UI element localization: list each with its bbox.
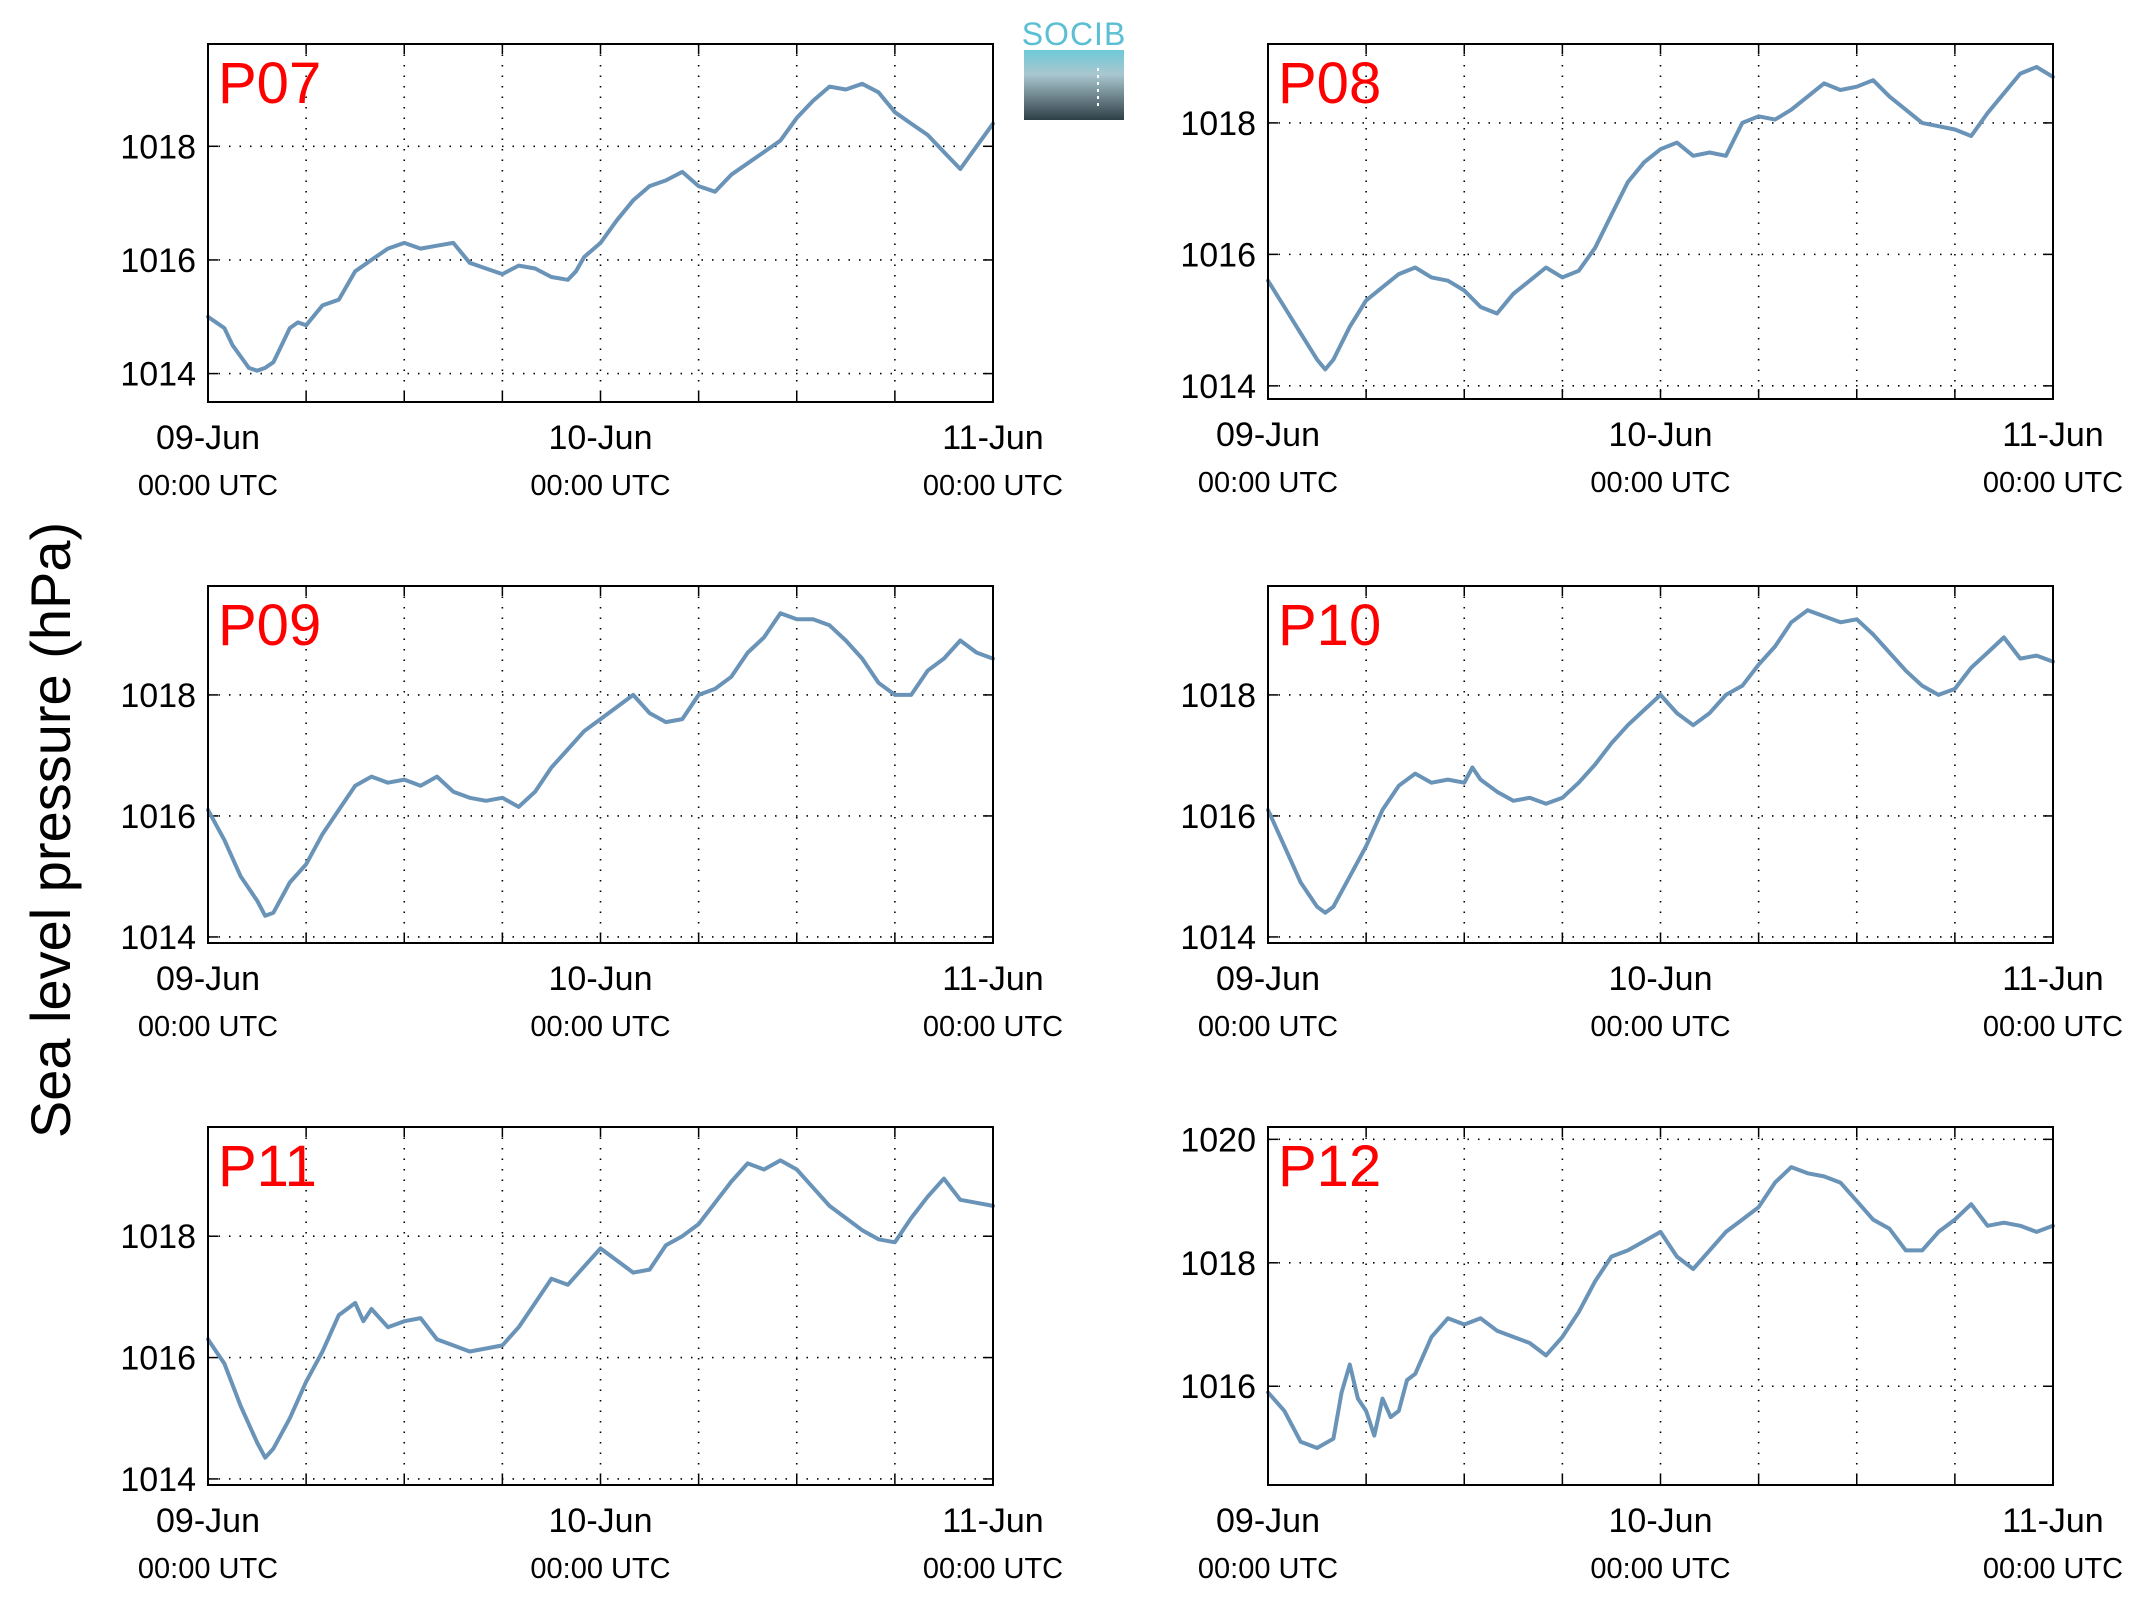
series-line xyxy=(206,611,995,918)
panel-p10: 1014 1016 1018 09-Jun 00:00 UTC 10-Jun 00:00 U… xyxy=(1180,585,2123,1043)
x-tick-label: 10-Jun xyxy=(1609,960,1713,998)
x-tick-sublabel: 00:00 UTC xyxy=(1983,1011,2123,1043)
x-tick-sublabel: 00:00 UTC xyxy=(1590,467,1730,499)
y-tick-label: 1018 xyxy=(120,128,196,166)
y-tick-label: 1018 xyxy=(1180,105,1256,143)
x-tick-label: 09-Jun xyxy=(1216,960,1320,998)
x-tick-label: 10-Jun xyxy=(549,419,653,457)
x-tick-label: 09-Jun xyxy=(156,960,260,998)
series-line xyxy=(1266,608,2055,915)
y-tick-label: 1016 xyxy=(120,242,196,280)
axes-frame xyxy=(207,43,994,403)
series-line xyxy=(1266,65,2055,372)
x-tick-sublabel: 00:00 UTC xyxy=(138,1011,278,1043)
x-tick-label: 11-Jun xyxy=(2002,416,2103,454)
panel-title: P07 xyxy=(218,51,321,116)
y-tick-label: 1016 xyxy=(1180,1368,1256,1406)
y-tick-label: 1018 xyxy=(1180,1245,1256,1283)
x-tick-sublabel: 00:00 UTC xyxy=(138,470,278,502)
axes-frame xyxy=(207,1126,994,1486)
panel-title: P10 xyxy=(1278,593,1381,658)
panel-title: P12 xyxy=(1278,1134,1381,1199)
x-tick-label: 11-Jun xyxy=(942,960,1043,998)
series-line xyxy=(206,1158,995,1460)
panel-p09: 1014 1016 1018 09-Jun 00:00 UTC 10-Jun 00:00 U… xyxy=(120,585,1063,1043)
axes-frame xyxy=(1267,1126,2054,1486)
x-tick-label: 10-Jun xyxy=(549,1502,653,1540)
panel-p07: 1014 1016 1018 09-Jun 00:00 UTC 10-Jun 00:00 U… xyxy=(120,43,1063,502)
axes-frame xyxy=(1267,585,2054,944)
x-tick-label: 09-Jun xyxy=(1216,1502,1320,1540)
y-tick-label: 1016 xyxy=(1180,236,1256,274)
y-tick-label: 1020 xyxy=(1180,1121,1256,1159)
x-tick-sublabel: 00:00 UTC xyxy=(1198,467,1338,499)
y-tick-label: 1014 xyxy=(1180,368,1256,406)
y-tick-label: 1014 xyxy=(120,1461,196,1499)
x-tick-sublabel: 00:00 UTC xyxy=(138,1553,278,1585)
socib-logo-text: SOCIB xyxy=(1022,16,1127,52)
x-tick-sublabel: 00:00 UTC xyxy=(530,1011,670,1043)
panel-p12: 1016 1018 1020 09-Jun 00:00 UTC 10-Jun 00:00 U… xyxy=(1180,1121,2123,1585)
panel-p11: 1014 1016 1018 09-Jun 00:00 UTC 10-Jun 00:00 U… xyxy=(120,1126,1063,1585)
y-tick-label: 1016 xyxy=(120,798,196,836)
series-line xyxy=(206,81,995,373)
y-tick-label: 1014 xyxy=(120,919,196,957)
x-tick-label: 10-Jun xyxy=(1609,416,1713,454)
series-line xyxy=(1266,1165,2055,1450)
x-tick-sublabel: 00:00 UTC xyxy=(1590,1011,1730,1043)
y-tick-label: 1016 xyxy=(120,1340,196,1378)
panel-title: P08 xyxy=(1278,51,1381,116)
y-tick-label: 1018 xyxy=(120,1218,196,1256)
y-tick-label: 1014 xyxy=(1180,919,1256,957)
x-tick-label: 11-Jun xyxy=(942,419,1043,457)
x-tick-label: 11-Jun xyxy=(2002,960,2103,998)
axes-frame xyxy=(1267,43,2054,400)
x-tick-sublabel: 00:00 UTC xyxy=(923,1553,1063,1585)
y-tick-label: 1018 xyxy=(120,677,196,715)
x-tick-sublabel: 00:00 UTC xyxy=(1983,1553,2123,1585)
x-tick-label: 11-Jun xyxy=(942,1502,1043,1540)
socib-logo: SOCIB xyxy=(1022,16,1127,120)
y-tick-label: 1014 xyxy=(120,356,196,394)
x-tick-sublabel: 00:00 UTC xyxy=(1590,1553,1730,1585)
x-tick-label: 09-Jun xyxy=(1216,416,1320,454)
panel-title: P11 xyxy=(218,1134,317,1199)
x-tick-sublabel: 00:00 UTC xyxy=(1198,1553,1338,1585)
x-tick-sublabel: 00:00 UTC xyxy=(530,470,670,502)
y-tick-label: 1018 xyxy=(1180,677,1256,715)
x-tick-sublabel: 00:00 UTC xyxy=(923,470,1063,502)
x-tick-label: 11-Jun xyxy=(2002,1502,2103,1540)
y-tick-label: 1016 xyxy=(1180,798,1256,836)
panel-title: P09 xyxy=(218,593,321,658)
x-tick-label: 09-Jun xyxy=(156,419,260,457)
axes-frame xyxy=(207,585,994,944)
x-tick-sublabel: 00:00 UTC xyxy=(1983,467,2123,499)
x-tick-label: 10-Jun xyxy=(549,960,653,998)
panel-p08: 1014 1016 1018 09-Jun 00:00 UTC 10-Jun 00:00 U… xyxy=(1180,43,2123,499)
x-tick-sublabel: 00:00 UTC xyxy=(923,1011,1063,1043)
y-axis-label: Sea level pressure (hPa) xyxy=(19,522,82,1138)
x-tick-sublabel: 00:00 UTC xyxy=(530,1553,670,1585)
x-tick-label: 09-Jun xyxy=(156,1502,260,1540)
x-tick-sublabel: 00:00 UTC xyxy=(1198,1011,1338,1043)
x-tick-label: 10-Jun xyxy=(1609,1502,1713,1540)
